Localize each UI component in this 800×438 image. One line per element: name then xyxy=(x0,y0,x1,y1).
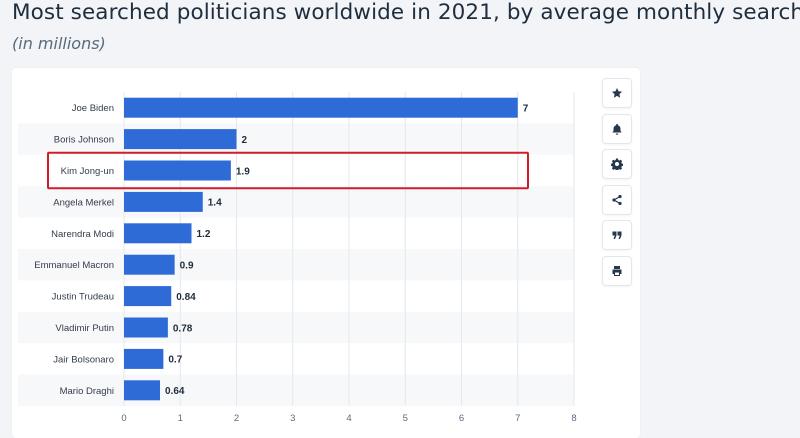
bar-chart: Joe Biden 7 Boris Johnson 2 Kim Jong-un 1.9 An… xyxy=(18,92,577,424)
settings-button[interactable] xyxy=(602,149,632,179)
x-tick-label: 7 xyxy=(515,413,520,424)
page-title: Most searched politicians worldwide in 2… xyxy=(12,0,800,25)
bar xyxy=(124,97,518,118)
row-band xyxy=(18,123,574,155)
highlight-box xyxy=(47,151,529,190)
category-label: Vladimir Putin xyxy=(55,323,114,334)
bar xyxy=(124,129,237,150)
category-label: Mario Draghi xyxy=(60,386,114,397)
category-label: Jair Bolsonaro xyxy=(53,354,114,365)
print-icon xyxy=(612,265,622,276)
value-label: 1.2 xyxy=(197,229,211,240)
notification-button[interactable] xyxy=(602,113,632,144)
share-icon xyxy=(612,194,622,205)
chart-toolbar xyxy=(602,78,632,291)
row-band xyxy=(18,249,574,281)
category-label: Angela Merkel xyxy=(53,197,114,208)
row-band xyxy=(18,186,574,218)
value-label: 0.78 xyxy=(173,323,193,334)
value-label: 0.84 xyxy=(176,292,196,303)
x-tick-label: 2 xyxy=(234,413,239,424)
value-label: 0.64 xyxy=(165,386,185,397)
category-label: Boris Johnson xyxy=(54,135,114,146)
category-label: Joe Biden xyxy=(72,103,114,114)
star-icon xyxy=(611,88,623,98)
gear-icon xyxy=(611,158,623,170)
x-tick-label: 5 xyxy=(403,413,408,424)
value-label: 2 xyxy=(242,135,248,146)
bar xyxy=(124,286,172,307)
category-label: Emmanuel Macron xyxy=(34,260,114,271)
category-label: Kim Jong-un xyxy=(61,166,114,177)
value-label: 7 xyxy=(523,104,529,115)
bar xyxy=(124,380,160,401)
x-tick-label: 3 xyxy=(290,413,295,424)
favorite-button[interactable] xyxy=(602,78,632,108)
page-background xyxy=(648,68,800,424)
bar xyxy=(124,254,175,275)
value-label: 1.9 xyxy=(236,166,250,177)
row-band xyxy=(18,374,574,406)
bar xyxy=(124,160,231,181)
x-tick-label: 4 xyxy=(346,413,351,424)
bell-icon xyxy=(612,123,622,135)
bar xyxy=(124,223,192,244)
print-button[interactable] xyxy=(602,255,632,286)
value-label: 0.7 xyxy=(168,355,182,366)
x-tick-label: 0 xyxy=(121,413,126,424)
quote-icon xyxy=(612,231,622,239)
category-label: Narendra Modi xyxy=(51,229,114,240)
share-button[interactable] xyxy=(602,184,632,215)
bar xyxy=(124,348,164,369)
category-label: Justin Trudeau xyxy=(52,292,114,303)
bar xyxy=(124,191,203,212)
page-subtitle: (in millions) xyxy=(12,34,106,53)
x-tick-label: 6 xyxy=(459,413,464,424)
x-tick-label: 1 xyxy=(178,413,183,424)
row-band xyxy=(18,311,574,344)
cite-button[interactable] xyxy=(602,220,632,250)
bar xyxy=(124,317,168,338)
value-label: 1.4 xyxy=(208,198,222,209)
x-tick-label: 8 xyxy=(571,413,576,424)
value-label: 0.9 xyxy=(180,261,194,272)
chart-card: Joe Biden 7 Boris Johnson 2 Kim Jong-un 1.9 An… xyxy=(12,68,640,438)
